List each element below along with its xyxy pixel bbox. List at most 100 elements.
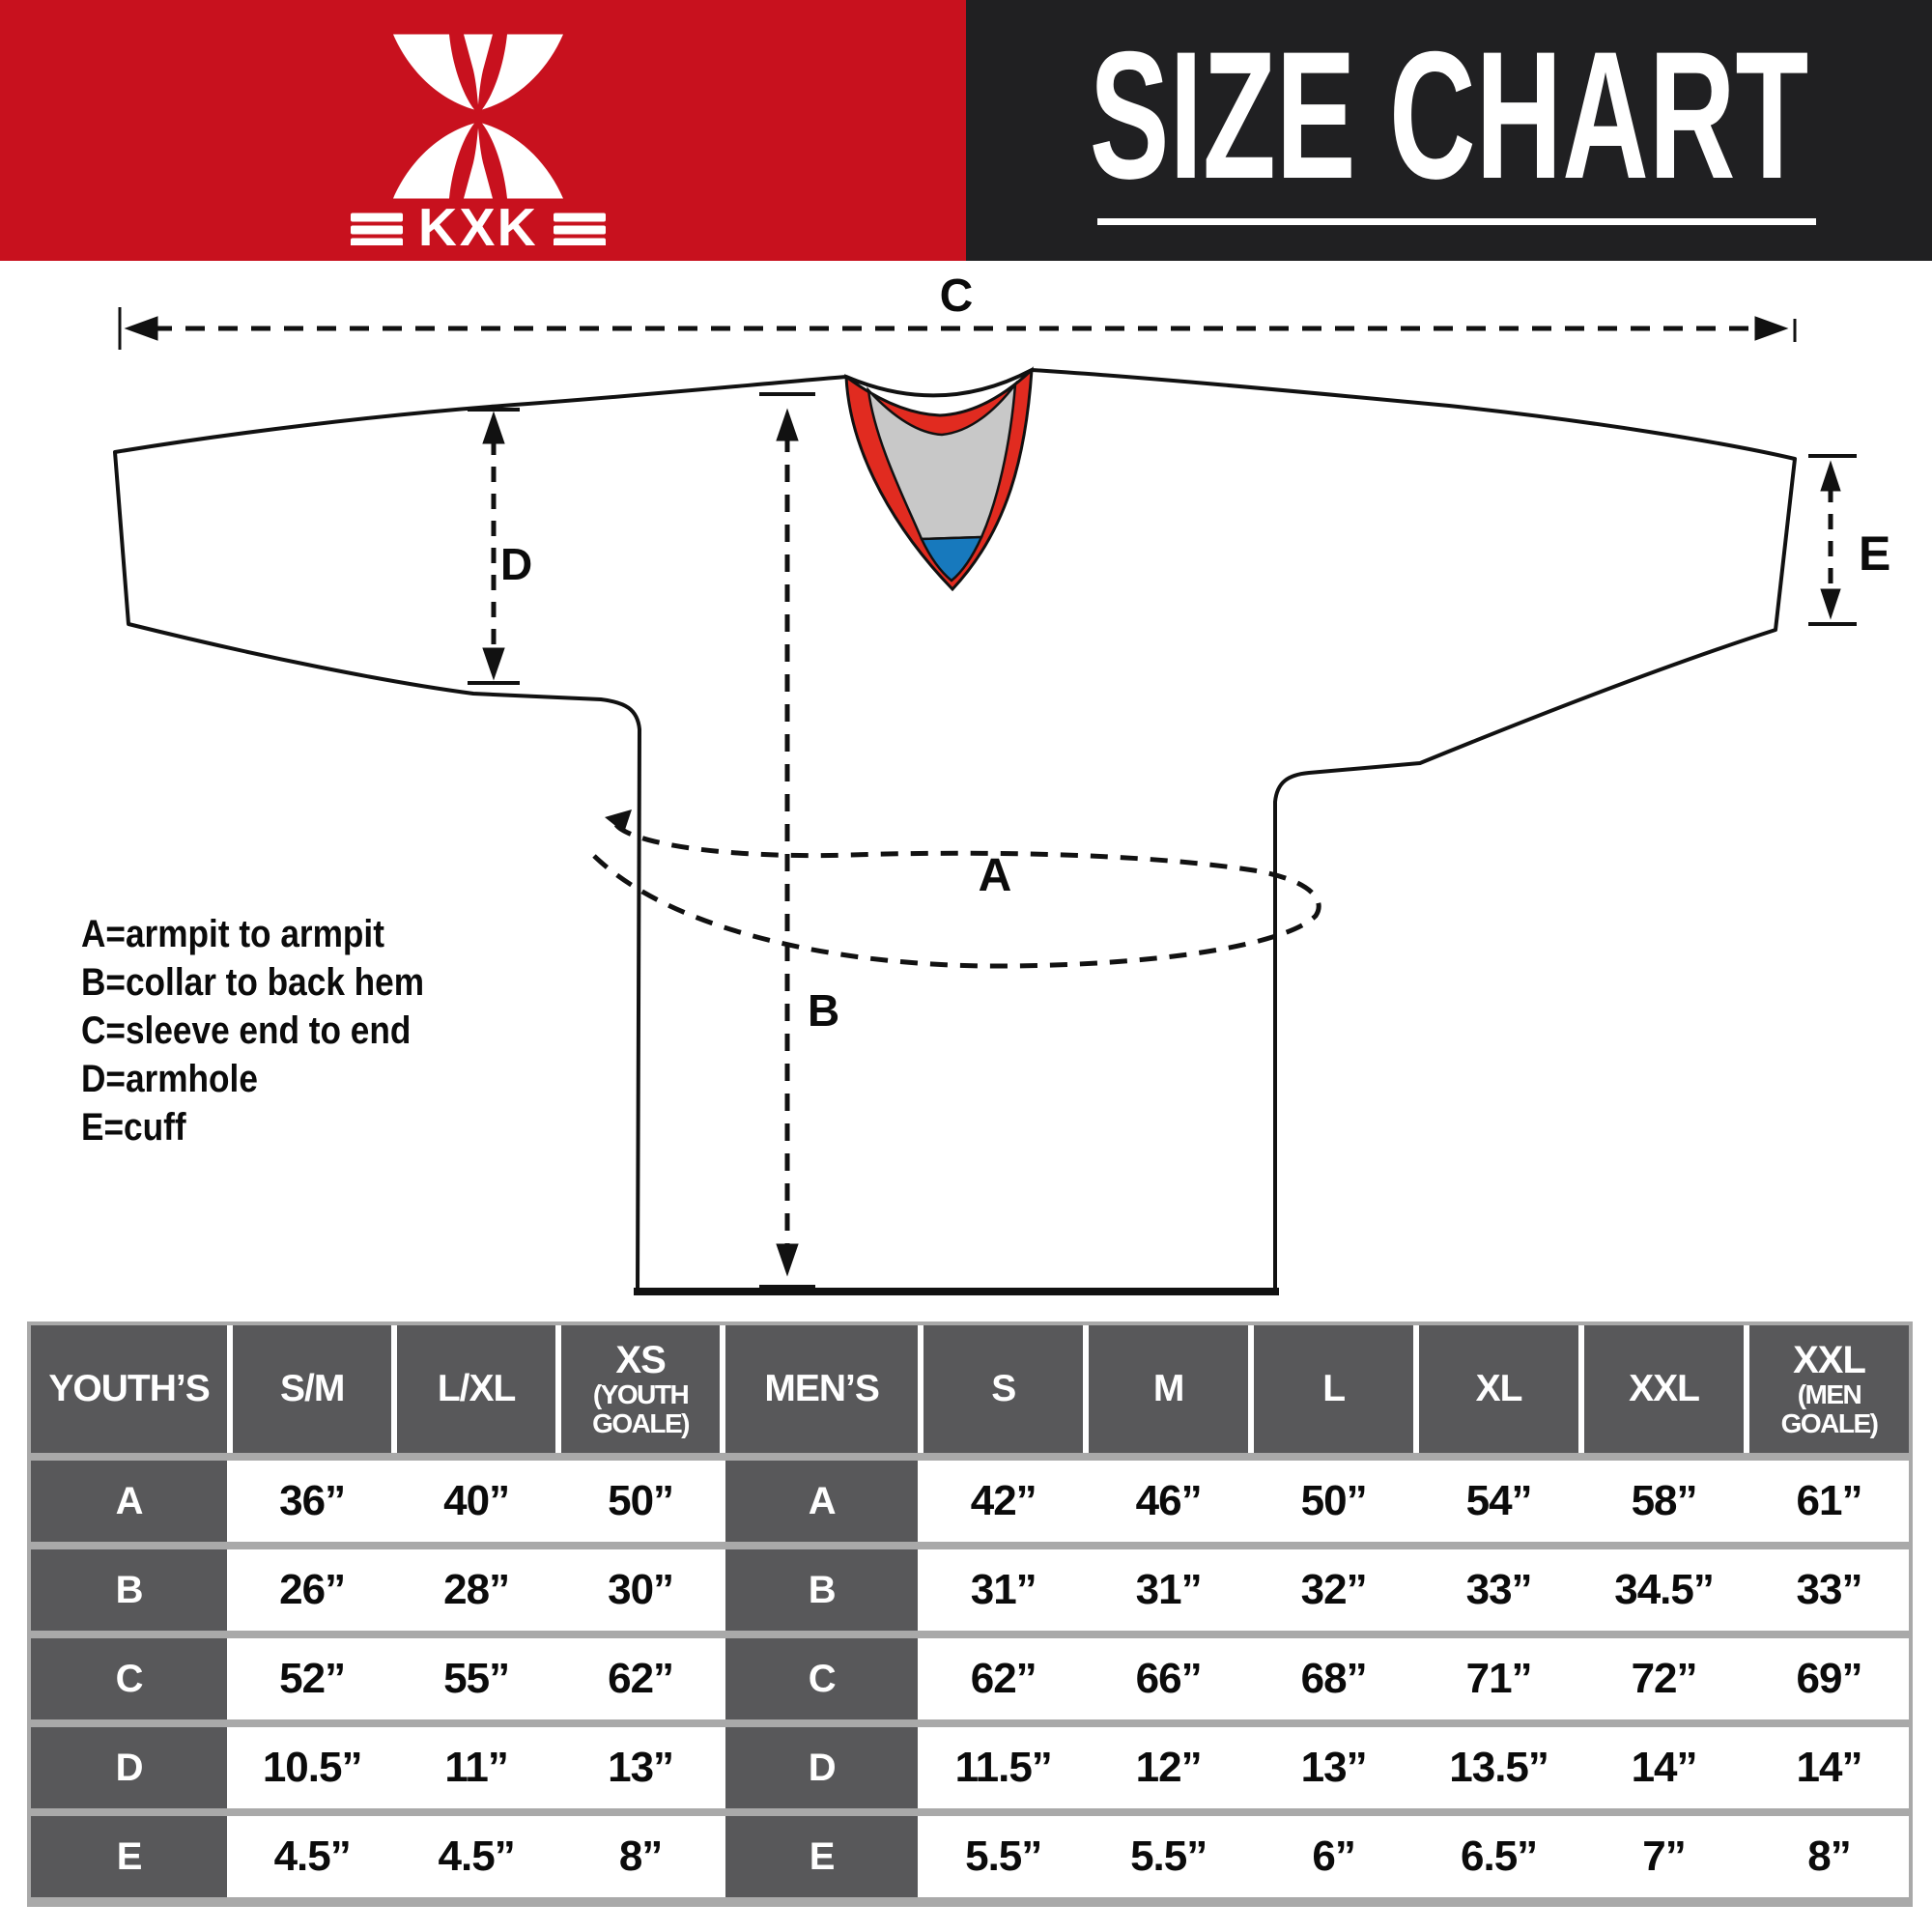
size-cell: 40” bbox=[397, 1461, 556, 1542]
header-youth-goalie: XS (YOUTH GOALE) bbox=[561, 1325, 721, 1453]
size-cell: 71” bbox=[1419, 1638, 1579, 1719]
row-separator bbox=[31, 1542, 1909, 1549]
kxk-x-mark-icon bbox=[393, 34, 563, 199]
title-panel: SIZE CHART bbox=[966, 0, 1932, 261]
size-cell: 12” bbox=[1089, 1727, 1249, 1808]
size-cell: 34.5” bbox=[1584, 1549, 1745, 1631]
size-cell: 26” bbox=[233, 1549, 392, 1631]
row-label: B bbox=[725, 1549, 919, 1631]
measure-label-e: E bbox=[1859, 526, 1890, 581]
size-cell: 62” bbox=[561, 1638, 721, 1719]
measure-arrow-e bbox=[1808, 454, 1857, 626]
legend-line: D=armhole bbox=[81, 1058, 258, 1100]
table-row-a: A 36” 40” 50” A 42” 46” 50” 54” 58” 61” bbox=[31, 1461, 1909, 1542]
size-cell: 31” bbox=[1089, 1549, 1249, 1631]
legend-line: E=cuff bbox=[81, 1106, 186, 1149]
legend-line: B=collar to back hem bbox=[81, 961, 425, 1004]
size-cell: 42” bbox=[923, 1461, 1084, 1542]
size-cell: 13” bbox=[561, 1727, 721, 1808]
collar-inner bbox=[867, 380, 1017, 541]
measure-arrow-a bbox=[592, 810, 1321, 969]
size-cell: 4.5” bbox=[397, 1816, 556, 1897]
header-men-l: L bbox=[1254, 1325, 1414, 1453]
size-cell: 50” bbox=[561, 1461, 721, 1542]
goalie-note: (YOUTH GOALE) bbox=[592, 1379, 690, 1438]
measure-label-c: C bbox=[940, 270, 974, 322]
size-cell: 5.5” bbox=[1089, 1816, 1249, 1897]
measure-label-b: B bbox=[808, 985, 839, 1036]
row-label: A bbox=[725, 1461, 919, 1542]
size-table: YOUTH’S S/M L/XL XS (YOUTH GOALE) MEN’S … bbox=[27, 1321, 1913, 1907]
row-label: C bbox=[31, 1638, 228, 1719]
size-cell: 6.5” bbox=[1419, 1816, 1579, 1897]
row-label: B bbox=[31, 1549, 228, 1631]
size-cell: 14” bbox=[1749, 1727, 1909, 1808]
measure-arrow-b bbox=[759, 392, 815, 1289]
jersey-outline bbox=[113, 368, 1797, 1293]
row-label: D bbox=[31, 1727, 228, 1808]
size-cell: 68” bbox=[1254, 1638, 1414, 1719]
table-row-b: B 26” 28” 30” B 31” 31” 32” 33” 34.5” 33… bbox=[31, 1549, 1909, 1631]
size-cell: 11.5” bbox=[923, 1727, 1084, 1808]
measure-arrow-d bbox=[468, 408, 520, 685]
size-cell: 33” bbox=[1419, 1549, 1579, 1631]
size-cell: 6” bbox=[1254, 1816, 1414, 1897]
row-label: C bbox=[725, 1638, 919, 1719]
triple-bar-right-icon bbox=[554, 213, 606, 245]
table-row-e: E 4.5” 4.5” 8” E 5.5” 5.5” 6” 6.5” 7” 8” bbox=[31, 1816, 1909, 1897]
row-separator bbox=[31, 1631, 1909, 1638]
size-cell: 28” bbox=[397, 1549, 556, 1631]
brand-panel: KXK bbox=[0, 0, 966, 261]
kxk-wordmark: KXK bbox=[351, 197, 606, 246]
size-cell: 62” bbox=[923, 1638, 1084, 1719]
title-underline bbox=[1097, 218, 1816, 225]
size-cell: 31” bbox=[923, 1549, 1084, 1631]
collar-insert bbox=[920, 535, 983, 582]
size-cell: 61” bbox=[1749, 1461, 1909, 1542]
page-title: SIZE CHART bbox=[966, 0, 1932, 230]
measure-label-d: D bbox=[500, 539, 532, 589]
size-cell: 13” bbox=[1254, 1727, 1414, 1808]
size-cell: 10.5” bbox=[233, 1727, 392, 1808]
row-label: E bbox=[31, 1816, 228, 1897]
header-men-s: S bbox=[923, 1325, 1084, 1453]
size-cell: 8” bbox=[1749, 1816, 1909, 1897]
measurement-legend: A=armpit to armpit B=collar to back hem … bbox=[81, 910, 424, 1151]
table-header-row: YOUTH’S S/M L/XL XS (YOUTH GOALE) MEN’S … bbox=[31, 1325, 1909, 1453]
triple-bar-left-icon bbox=[351, 213, 403, 245]
brand-text: KXK bbox=[418, 197, 538, 246]
legend-line: A=armpit to armpit bbox=[81, 913, 384, 955]
header-men-label: MEN’S bbox=[725, 1325, 919, 1453]
size-cell: 52” bbox=[233, 1638, 392, 1719]
header-men-m: M bbox=[1089, 1325, 1249, 1453]
size-cell: 72” bbox=[1584, 1638, 1745, 1719]
measure-label-a: A bbox=[979, 850, 1012, 901]
size-cell: 7” bbox=[1584, 1816, 1745, 1897]
page-title-text: SIZE CHART bbox=[1089, 14, 1809, 216]
size-cell: 14” bbox=[1584, 1727, 1745, 1808]
row-label: D bbox=[725, 1727, 919, 1808]
size-cell: 11” bbox=[397, 1727, 556, 1808]
header-men-xl: XL bbox=[1419, 1325, 1579, 1453]
size-cell: 50” bbox=[1254, 1461, 1414, 1542]
header-youth-sm: S/M bbox=[233, 1325, 392, 1453]
measure-arrow-c bbox=[118, 307, 1797, 350]
size-cell: 33” bbox=[1749, 1549, 1909, 1631]
size-cell: 46” bbox=[1089, 1461, 1249, 1542]
size-cell: 54” bbox=[1419, 1461, 1579, 1542]
goalie-note: (MEN GOALE) bbox=[1780, 1379, 1879, 1438]
row-separator bbox=[31, 1719, 1909, 1727]
kxk-logo: KXK bbox=[351, 34, 606, 246]
row-separator bbox=[31, 1453, 1909, 1461]
header-youth-label: YOUTH’S bbox=[31, 1325, 228, 1453]
header-youth-lxl: L/XL bbox=[397, 1325, 556, 1453]
row-label: E bbox=[725, 1816, 919, 1897]
header-men-goalie: XXL (MEN GOALE) bbox=[1749, 1325, 1909, 1453]
size-cell: 36” bbox=[233, 1461, 392, 1542]
size-cell: 32” bbox=[1254, 1549, 1414, 1631]
header-men-xxl: XXL bbox=[1584, 1325, 1745, 1453]
size-cell: 69” bbox=[1749, 1638, 1909, 1719]
size-cell: 8” bbox=[561, 1816, 721, 1897]
size-cell: 58” bbox=[1584, 1461, 1745, 1542]
